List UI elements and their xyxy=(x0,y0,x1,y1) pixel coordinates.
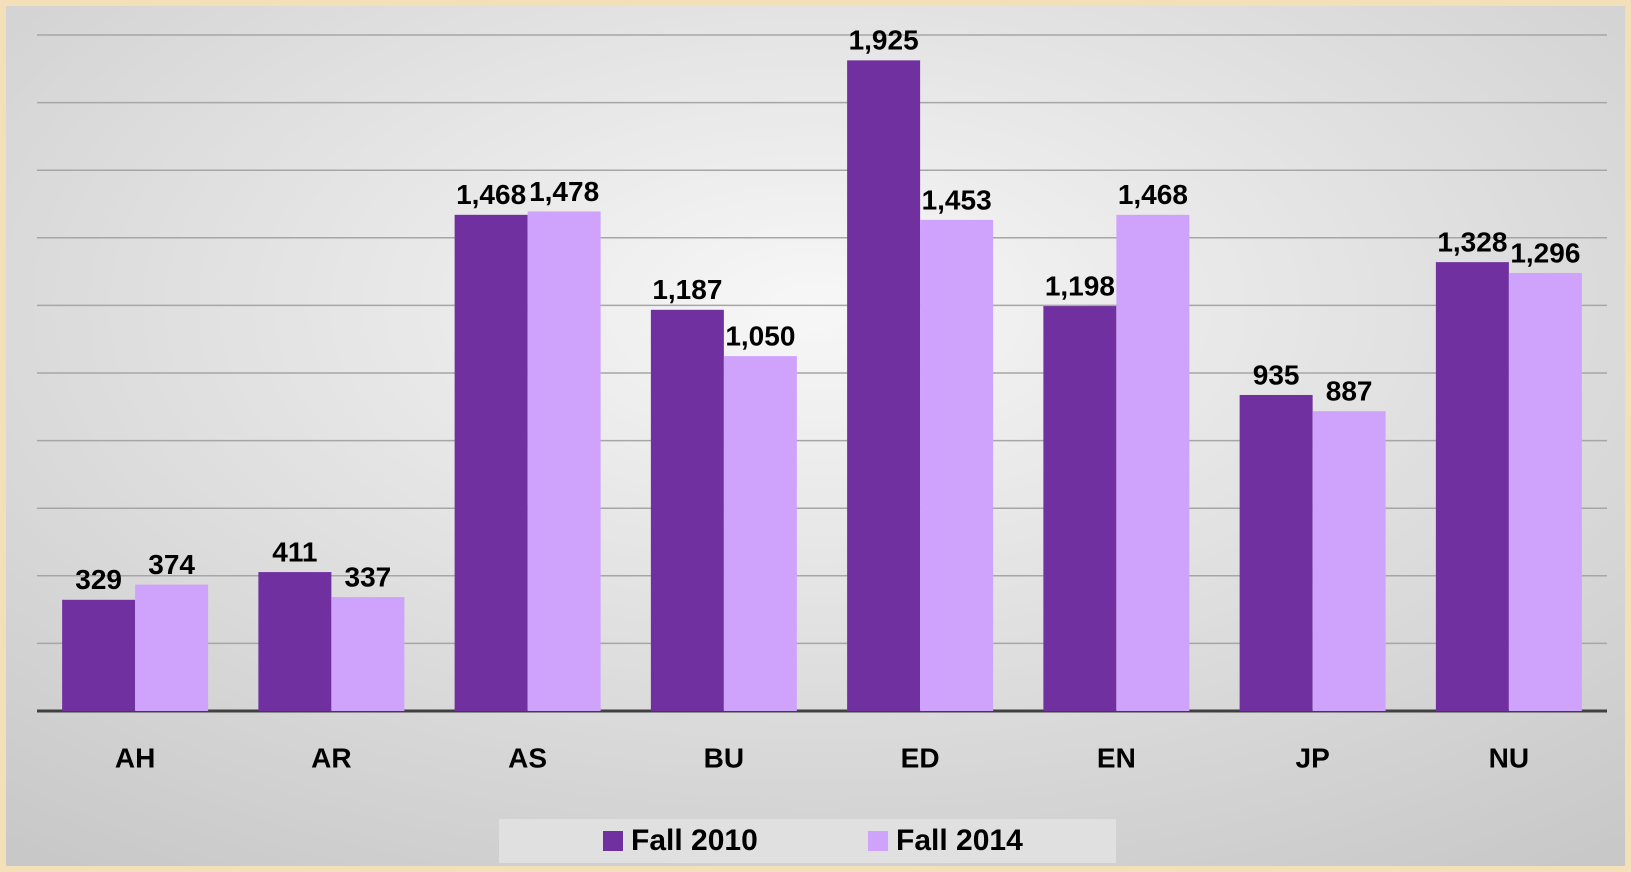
bar xyxy=(1508,272,1582,711)
bar xyxy=(135,584,209,711)
bar xyxy=(1435,262,1509,711)
bar xyxy=(920,219,994,712)
value-label: 1,328 xyxy=(1437,227,1507,258)
value-label: 1,187 xyxy=(652,274,722,305)
bar xyxy=(1116,214,1190,712)
x-tick-label: JP xyxy=(1296,742,1330,773)
value-label: 887 xyxy=(1326,376,1373,407)
x-tick-label: AR xyxy=(311,742,351,773)
bar xyxy=(62,599,136,711)
x-tick-label: AS xyxy=(508,742,547,773)
bar xyxy=(258,572,332,711)
value-label: 1,198 xyxy=(1045,270,1115,301)
bar xyxy=(847,60,921,712)
value-label: 1,468 xyxy=(456,179,526,210)
legend-swatch xyxy=(603,831,623,851)
bar xyxy=(1312,411,1386,711)
x-tick-label: BU xyxy=(704,742,744,773)
value-label: 1,478 xyxy=(529,176,599,207)
value-label: 1,925 xyxy=(849,25,919,56)
value-label: 1,296 xyxy=(1510,237,1580,268)
x-tick-label: AH xyxy=(115,742,155,773)
value-label: 1,453 xyxy=(922,184,992,215)
bar xyxy=(650,309,724,711)
legend-swatch xyxy=(868,831,888,851)
value-label: 1,468 xyxy=(1118,179,1188,210)
legend-box xyxy=(499,819,1116,863)
value-label: 337 xyxy=(345,561,392,592)
x-tick-label: ED xyxy=(901,742,940,773)
value-label: 329 xyxy=(75,564,122,595)
bar xyxy=(527,211,601,711)
value-label: 1,050 xyxy=(725,320,795,351)
x-tick-label: EN xyxy=(1097,742,1136,773)
bar xyxy=(454,214,528,712)
x-tick-label: NU xyxy=(1489,742,1529,773)
value-label: 935 xyxy=(1253,359,1300,390)
legend-label: Fall 2010 xyxy=(631,824,758,857)
value-label: 411 xyxy=(272,536,317,567)
bar xyxy=(331,597,405,711)
bar xyxy=(723,356,797,711)
value-label: 374 xyxy=(148,549,195,580)
bar xyxy=(1043,306,1117,711)
legend-label: Fall 2014 xyxy=(896,824,1023,857)
bar xyxy=(1239,394,1313,711)
